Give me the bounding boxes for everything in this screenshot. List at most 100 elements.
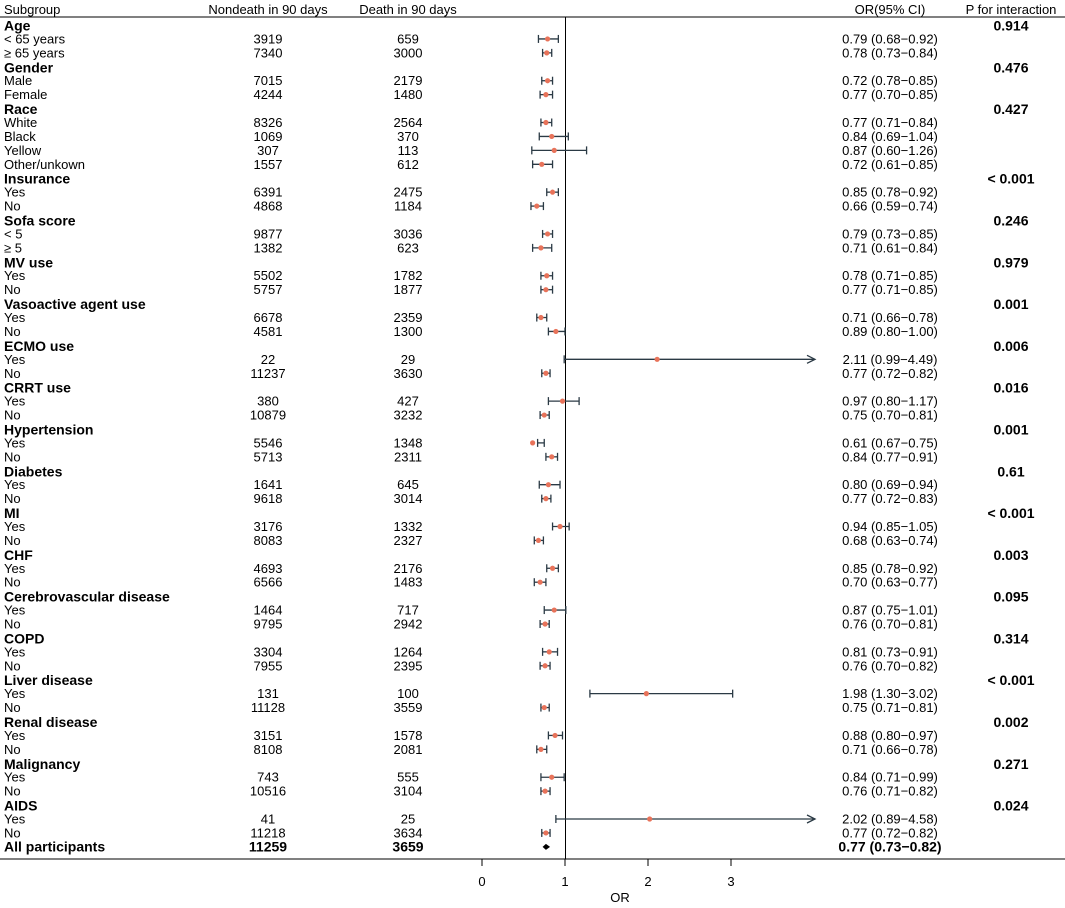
group-label: COPD <box>4 630 44 646</box>
nondeath-count: 6678 <box>254 310 283 325</box>
death-count: 717 <box>397 603 419 618</box>
subgroup-row: Yes 131 100 1.98 (1.30−3.02) <box>4 686 938 701</box>
or-ci-text: 0.80 (0.69−0.94) <box>842 477 938 492</box>
point-estimate <box>543 92 549 98</box>
or-ci-text: 0.61 (0.67−0.75) <box>842 435 938 450</box>
nondeath-count: 1464 <box>254 603 283 618</box>
death-count: 612 <box>397 157 419 172</box>
subgroup-row: Male 7015 2179 0.72 (0.78−0.85) <box>4 73 938 88</box>
group-row: CRRT use 0.016 <box>4 380 1029 396</box>
point-estimate <box>544 231 551 237</box>
point-estimate <box>543 370 549 376</box>
subgroup-row: < 65 years 3919 659 0.79 (0.68−0.92) <box>4 31 938 46</box>
subgroup-label: Yes <box>4 603 26 618</box>
nondeath-count: 10516 <box>250 784 286 799</box>
death-count: 2327 <box>394 533 423 548</box>
death-count: 555 <box>397 770 419 785</box>
subgroup-row: No 10879 3232 0.75 (0.70−0.81) <box>4 408 938 423</box>
subgroup-label: No <box>4 533 21 548</box>
nondeath-count: 6391 <box>254 185 283 200</box>
p-interaction-value: 0.314 <box>993 630 1028 646</box>
or-ci-text: 0.75 (0.71−0.81) <box>842 700 938 715</box>
or-ci-text: 0.94 (0.85−1.05) <box>842 519 938 534</box>
nondeath-count: 11218 <box>250 825 285 840</box>
group-label: CRRT use <box>4 380 71 396</box>
or-ci-text: 0.66 (0.59−0.74) <box>842 199 938 214</box>
point-estimate <box>542 788 548 794</box>
nondeath-count: 4244 <box>254 87 283 102</box>
point-estimate <box>539 161 545 167</box>
or-ci-text: 0.85 (0.78−0.92) <box>842 185 938 200</box>
or-ci-text: 0.84 (0.71−0.99) <box>842 770 938 785</box>
p-interaction-value: 0.271 <box>993 756 1028 772</box>
subgroup-label: Black <box>4 129 36 144</box>
subgroup-label: No <box>4 784 21 799</box>
p-interaction-value: 0.003 <box>993 547 1028 563</box>
group-row: Renal disease 0.002 <box>4 714 1029 730</box>
subgroup-row: No 11128 3559 0.75 (0.71−0.81) <box>4 700 938 715</box>
death-count: 25 <box>401 812 415 827</box>
nondeath-count: 5713 <box>254 449 283 464</box>
nondeath-count: 4581 <box>254 324 283 339</box>
subgroup-row: No 11218 3634 0.77 (0.72−0.82) <box>4 825 938 840</box>
subgroup-label: < 5 <box>4 226 22 241</box>
or-ci-text: 0.77 (0.72−0.83) <box>842 491 938 506</box>
group-row: AIDS 0.024 <box>4 798 1029 814</box>
subgroup-row: Black 1069 370 0.84 (0.69−1.04) <box>4 129 938 144</box>
nondeath-count: 1069 <box>254 129 283 144</box>
group-row: Malignancy 0.271 <box>4 756 1029 772</box>
or-ci-text: 0.78 (0.71−0.85) <box>842 268 938 283</box>
or-ci-text: 0.88 (0.80−0.97) <box>842 728 938 743</box>
x-tick-label: 3 <box>727 874 734 889</box>
nondeath-count: 1641 <box>254 477 283 492</box>
subgroup-label: No <box>4 700 21 715</box>
p-interaction-value: 0.914 <box>993 18 1028 34</box>
subgroup-label: No <box>4 825 21 840</box>
subgroup-row: No 8108 2081 0.71 (0.66−0.78) <box>4 742 938 757</box>
death-count: 3104 <box>394 784 423 799</box>
or-ci-text: 0.87 (0.60−1.26) <box>842 143 938 158</box>
subgroup-label: Yellow <box>4 143 42 158</box>
p-interaction-value: 0.001 <box>993 421 1028 437</box>
p-interaction-value: 0.095 <box>993 589 1028 605</box>
header-death: Death in 90 days <box>359 2 457 17</box>
subgroup-label: Yes <box>4 812 26 827</box>
point-estimate <box>549 454 555 460</box>
death-count: 3630 <box>394 366 423 381</box>
subgroup-label: Yes <box>4 770 26 785</box>
p-interaction-value: 0.016 <box>993 380 1028 396</box>
subgroup-label: Yes <box>4 728 26 743</box>
subgroup-row: Yes 41 25 2.02 (0.89−4.58) <box>4 812 938 827</box>
nondeath-count: 1557 <box>254 157 283 172</box>
subgroup-label: No <box>4 408 21 423</box>
subgroup-label: < 65 years <box>4 31 66 46</box>
subgroup-label: Yes <box>4 477 26 492</box>
death-count: 370 <box>397 129 419 144</box>
p-interaction-value: 0.024 <box>993 798 1028 814</box>
subgroup-row: No 4581 1300 0.89 (0.80−1.00) <box>4 324 938 339</box>
nondeath-count: 4693 <box>254 561 283 576</box>
point-estimate <box>546 649 552 655</box>
group-row: CHF 0.003 <box>4 547 1029 563</box>
or-ci-text: 0.76 (0.70−0.82) <box>842 658 938 673</box>
death-count: 1877 <box>394 282 423 297</box>
subgroup-row: ≥ 5 1382 623 0.71 (0.61−0.84) <box>4 240 938 255</box>
nondeath-count: 3919 <box>254 31 283 46</box>
subgroup-row: Yes 6678 2359 0.71 (0.66−0.78) <box>4 310 938 325</box>
subgroup-label: No <box>4 616 21 631</box>
subgroup-label: ≥ 65 years <box>4 45 65 60</box>
p-interaction-value: 0.001 <box>993 296 1028 312</box>
or-ci-text: 0.77 (0.72−0.82) <box>842 825 938 840</box>
subgroup-label: No <box>4 575 21 590</box>
nondeath-count: 4868 <box>254 199 283 214</box>
subgroup-row: Yes 743 555 0.84 (0.71−0.99) <box>4 770 938 785</box>
group-row: Hypertension 0.001 <box>4 421 1029 437</box>
or-ci-text: 0.87 (0.75−1.01) <box>842 603 938 618</box>
death-count: 659 <box>397 31 419 46</box>
death-count: 427 <box>397 394 419 409</box>
nondeath-count: 3176 <box>254 519 283 534</box>
point-estimate <box>643 691 649 697</box>
nondeath-count: 3304 <box>254 644 283 659</box>
or-ci-text: 0.68 (0.63−0.74) <box>842 533 938 548</box>
